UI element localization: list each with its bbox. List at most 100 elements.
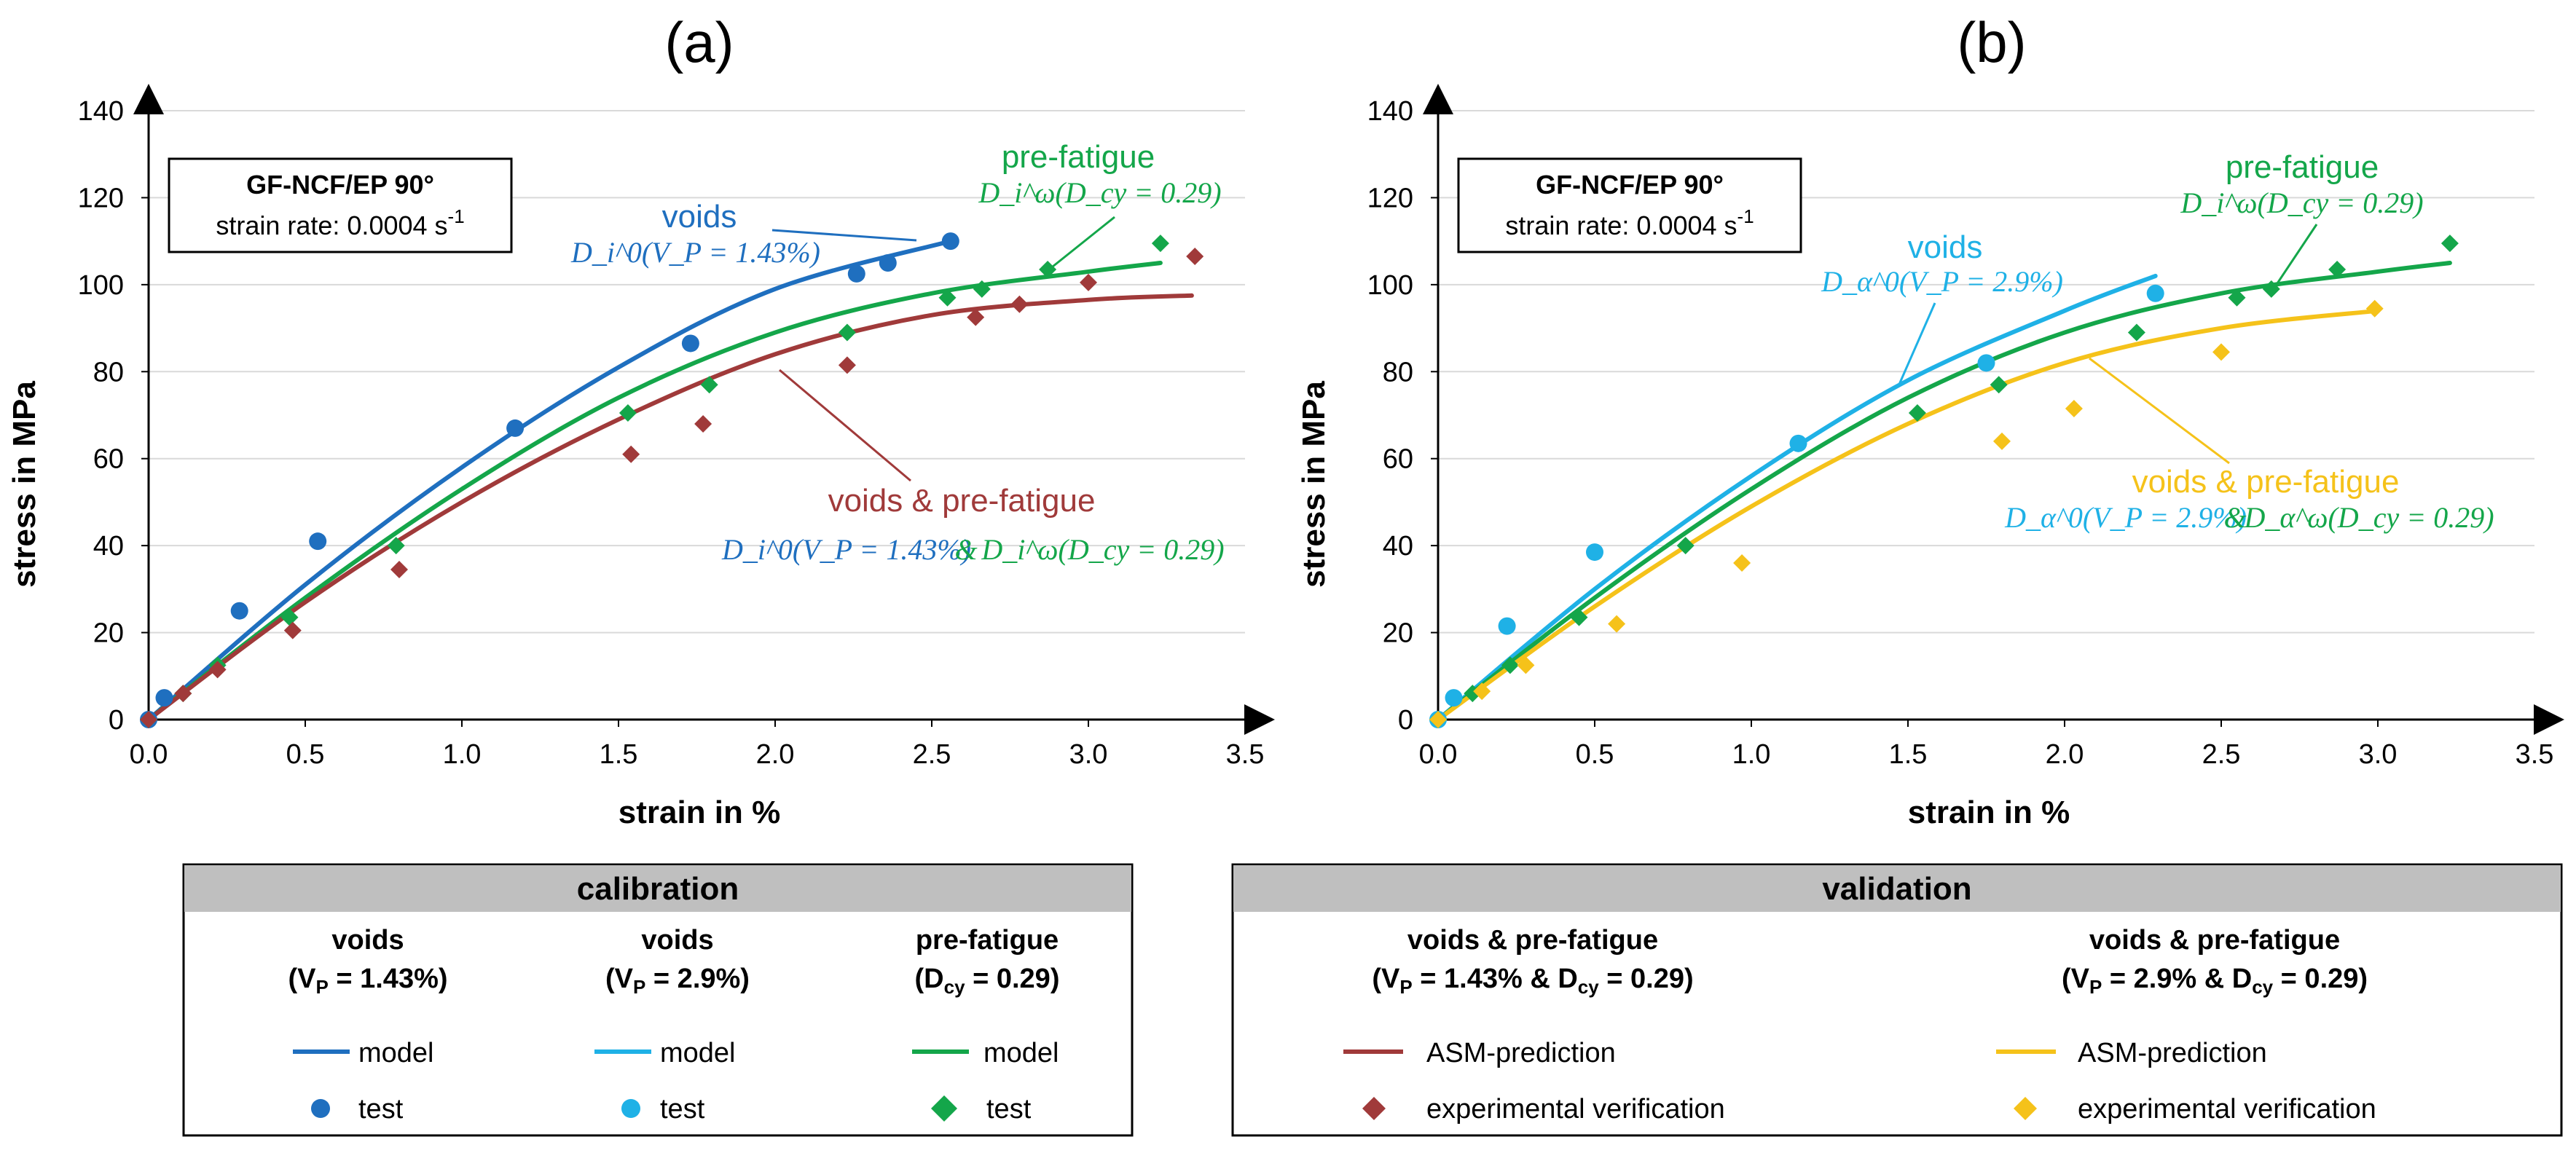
annotation-prefatigue-a: pre-fatigue D_i^ω(D_cy = 0.29) [978, 139, 1222, 271]
data-point-diamond [838, 323, 856, 342]
annotation-prefatigue-math-a: D_i^ω(D_cy = 0.29) [978, 176, 1221, 209]
y-tick-label: 80 [93, 357, 124, 387]
series-line-voids-model [1436, 273, 2158, 722]
x-axis-title-b: strain in % [1908, 795, 2070, 830]
data-point-circle [506, 419, 525, 437]
y-tick-label: 40 [93, 531, 124, 562]
y-axis-title-a: stress in MPa [7, 381, 42, 588]
data-point-circle [309, 532, 327, 551]
y-tick-label: 120 [1367, 183, 1413, 213]
legend-calibration: calibration voids (VP = 1.43%) model tes… [182, 863, 1134, 1137]
info-box-subtitle-b: strain rate: 0.0004 s-1 [1505, 205, 1754, 240]
data-point-diamond [387, 537, 405, 555]
x-axis-title-a: strain in % [619, 795, 781, 830]
data-point-diamond [390, 560, 408, 578]
annotation-prefatigue-math-b: D_i^ω(D_cy = 0.29) [2180, 186, 2423, 219]
legend-val-col0-test: experimental verification [1426, 1094, 1725, 1125]
data-point-diamond [2440, 235, 2459, 253]
data-point-diamond [2365, 299, 2384, 318]
annotation-voids-a: voids D_i^0(V_P = 1.43%) [570, 199, 917, 269]
info-box-a: GF-NCF/EP 90° strain rate: 0.0004 s-1 [168, 157, 513, 253]
strain-rate-sup-a: -1 [448, 205, 465, 227]
legend-val-col0-marker [1362, 1097, 1386, 1120]
legend-val-col1-marker [2014, 1097, 2037, 1120]
y-tick-label: 40 [1383, 531, 1413, 562]
legend-val-col0-param: (VP = 1.43% & Dcy = 0.29) [1372, 964, 1693, 998]
panel-label-b: (b) [1957, 10, 2026, 74]
legend-cal-col2-marker [931, 1095, 957, 1122]
annotation-combined-leader-b [2089, 357, 2230, 465]
y-tick-label: 80 [1383, 357, 1413, 387]
annotation-voids-leader-b [1897, 302, 1936, 387]
legend-validation: validation voids & pre-fatigue (VP = 1.4… [1231, 863, 2563, 1137]
strain-rate-text-a: strain rate: 0.0004 s [216, 210, 447, 240]
y-tick-label: 100 [78, 270, 124, 301]
x-tick-label: 0.5 [1576, 739, 1614, 770]
legend-cal-col0-model: model [358, 1038, 434, 1068]
data-point-circle [847, 264, 865, 283]
legend-cal-col1-model: model [660, 1038, 736, 1068]
annotation-voids-leader-a [771, 229, 917, 242]
annotation-combined-amp-a: & [954, 533, 977, 566]
legend-cal-col2-model: model [983, 1038, 1059, 1068]
data-point-diamond [1151, 235, 1169, 253]
annotation-combined-b: voids & pre-fatigue D_α^0(V_P = 2.9%) & … [2004, 357, 2494, 534]
legend-calibration-header-bg [184, 865, 1131, 912]
data-point-diamond [140, 711, 157, 728]
data-point-diamond [622, 445, 640, 463]
axis-ticks-a: 0 20 40 60 80 100 120 140 0.0 0.5 1.0 1.5 2.0 2.5 3.0 3… [78, 84, 1275, 770]
annotation-combined-a: voids & pre-fatigue D_i^0(V_P = 1.43%) &… [721, 369, 1225, 566]
data-point-diamond [2328, 260, 2347, 278]
y-tick-label: 60 [93, 444, 124, 475]
annotation-voids-math-b: D_α^0(V_P = 2.9%) [1821, 265, 2063, 298]
x-tick-label: 1.0 [443, 739, 482, 770]
legend-val-col1-model: ASM-prediction [2078, 1038, 2267, 1068]
y-tick-label: 20 [93, 618, 124, 649]
x-tick-label: 1.5 [1889, 739, 1928, 770]
data-point-diamond [208, 661, 227, 679]
data-point-diamond [280, 608, 299, 626]
data-point-diamond [1039, 260, 1057, 278]
data-point-diamond [700, 376, 718, 394]
y-tick-label: 140 [1367, 96, 1413, 127]
data-point-circle [2146, 284, 2164, 302]
data-point-diamond [1608, 615, 1626, 633]
annotation-voids-label-b: voids [1908, 229, 1983, 265]
legend-cal-col1-title: voids [641, 925, 713, 956]
series-line-pre-fatigue-model [1436, 261, 2452, 722]
x-tick-label: 2.5 [2202, 739, 2241, 770]
annotation-prefatigue-leader-a [1048, 216, 1115, 271]
annotation-combined-math-a2: D_i^ω(D_cy = 0.29) [981, 533, 1224, 566]
info-box-subtitle-a: strain rate: 0.0004 s-1 [216, 205, 464, 240]
annotation-voids-label-a: voids [662, 199, 737, 235]
data-point-circle [1445, 689, 1463, 707]
data-point-diamond [1570, 608, 1588, 626]
annotation-combined-leader-a [779, 369, 911, 482]
annotation-voids-math-a: D_i^0(V_P = 1.43%) [570, 236, 820, 269]
data-point-diamond [1473, 682, 1491, 701]
data-point-circle [879, 254, 897, 272]
annotation-combined-amp-b: & [2223, 501, 2246, 534]
data-point-diamond [1908, 404, 1926, 422]
legend-val-col1-param: (VP = 2.9% & Dcy = 0.29) [2062, 964, 2368, 998]
x-tick-label: 3.5 [2516, 739, 2554, 770]
legend-calibration-header: calibration [577, 871, 739, 907]
legend-val-col1-title: voids & pre-fatigue [2089, 925, 2340, 956]
x-tick-label: 0.0 [130, 739, 168, 770]
series-line-asm-prediction-voids-pre-fatigue [1436, 308, 2380, 722]
data-point-circle [1789, 434, 1807, 452]
data-point-diamond [1186, 248, 1204, 266]
data-point-circle [1977, 354, 1995, 372]
annotation-prefatigue-b: pre-fatigue D_i^ω(D_cy = 0.29) [2180, 149, 2424, 291]
x-tick-label: 1.0 [1732, 739, 1771, 770]
info-box-title-b: GF-NCF/EP 90° [1536, 170, 1724, 200]
y-tick-label: 0 [109, 705, 124, 736]
series-group-b [1429, 235, 2459, 728]
data-point-diamond [1429, 711, 1447, 728]
y-tick-label: 20 [1383, 618, 1413, 649]
data-point-diamond [1993, 432, 2011, 450]
data-point-circle [681, 334, 699, 353]
annotation-combined-label-a: voids & pre-fatigue [828, 483, 1096, 519]
strain-rate-text-b: strain rate: 0.0004 s [1505, 210, 1737, 240]
